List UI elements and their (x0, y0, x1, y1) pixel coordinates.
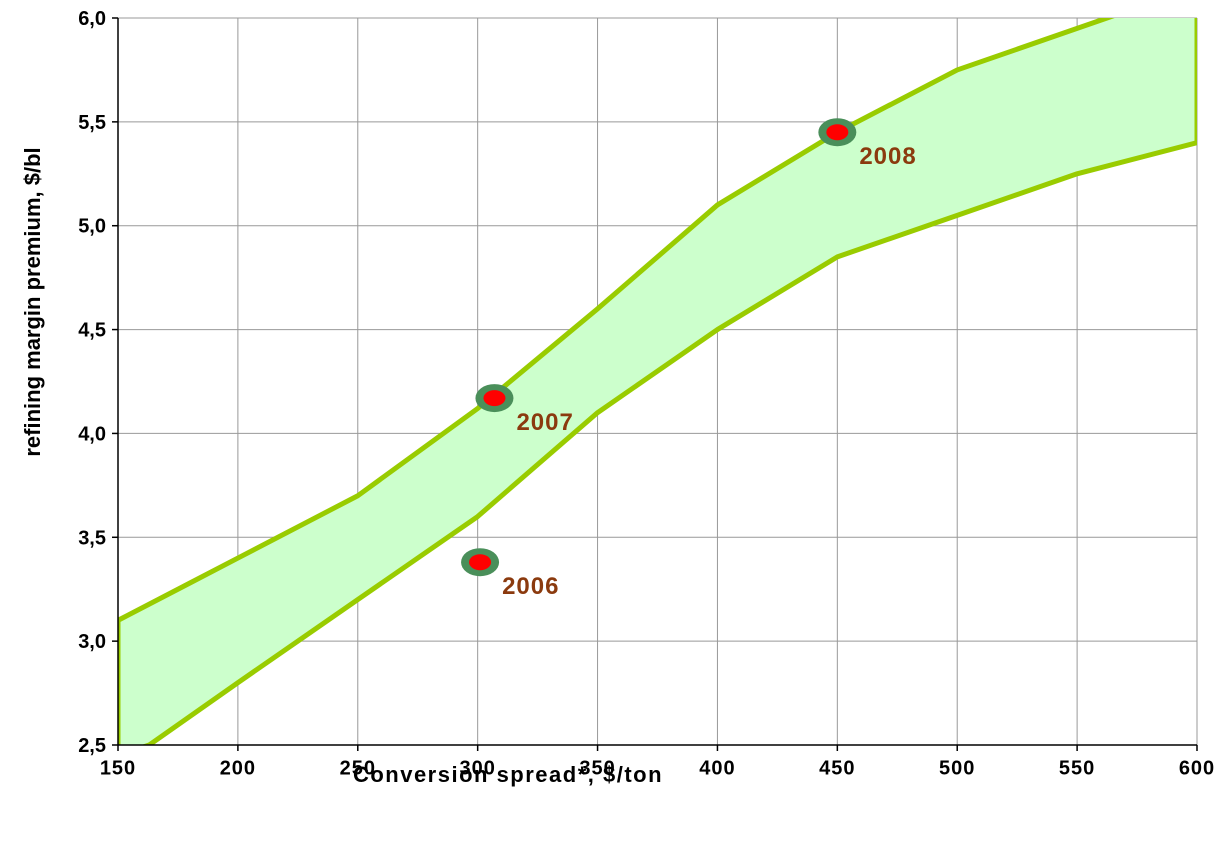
band-upper-line (118, 18, 1115, 623)
y-axis-title: refining margin premium, $/bl (20, 147, 45, 456)
point-2006 (469, 554, 492, 571)
x-tick-label-6: 450 (819, 758, 855, 780)
y-tick-label-2: 3,5 (78, 527, 106, 549)
y-tick-label-5: 5,0 (78, 216, 106, 238)
y-tick-label-3: 4,0 (78, 423, 106, 445)
x-tick-label-8: 550 (1059, 758, 1095, 780)
x-axis-title: Conversion spread*, $/ton (353, 762, 663, 787)
point-label-2007: 2007 (516, 409, 573, 436)
y-tick-label-6: 5,5 (78, 112, 106, 134)
y-tick-label-0: 2,5 (78, 735, 106, 757)
point-2007 (483, 390, 506, 407)
data-points: 2006 2007 2008 (461, 118, 916, 600)
x-tick-label-2: 250 (340, 758, 376, 780)
band-group (118, 18, 1197, 745)
point-label-2006: 2006 (502, 573, 559, 600)
x-tick-label-1: 200 (220, 758, 256, 780)
y-tick-label-1: 3,0 (78, 631, 106, 653)
x-tick-label-5: 400 (699, 758, 735, 780)
x-tick-labels: 150 200 250 300 350 400 450 500 550 600 (100, 758, 1215, 780)
y-tick-label-4: 4,5 (78, 320, 106, 342)
point-2008 (826, 124, 849, 141)
point-label-2008: 2008 (859, 143, 916, 170)
x-tick-label-9: 600 (1179, 758, 1215, 780)
x-tick-label-7: 500 (939, 758, 975, 780)
x-tick-label-4: 350 (579, 758, 615, 780)
axes (112, 17, 1198, 751)
band-fill (118, 18, 1197, 745)
y-tick-label-7: 6,0 (78, 8, 106, 30)
x-tick-label-3: 300 (459, 758, 495, 780)
x-tick-label-0: 150 (100, 758, 136, 780)
y-tick-labels: 2,5 3,0 3,5 4,0 4,5 5,0 5,5 6,0 (78, 8, 106, 757)
band-lower-line (141, 140, 1197, 745)
